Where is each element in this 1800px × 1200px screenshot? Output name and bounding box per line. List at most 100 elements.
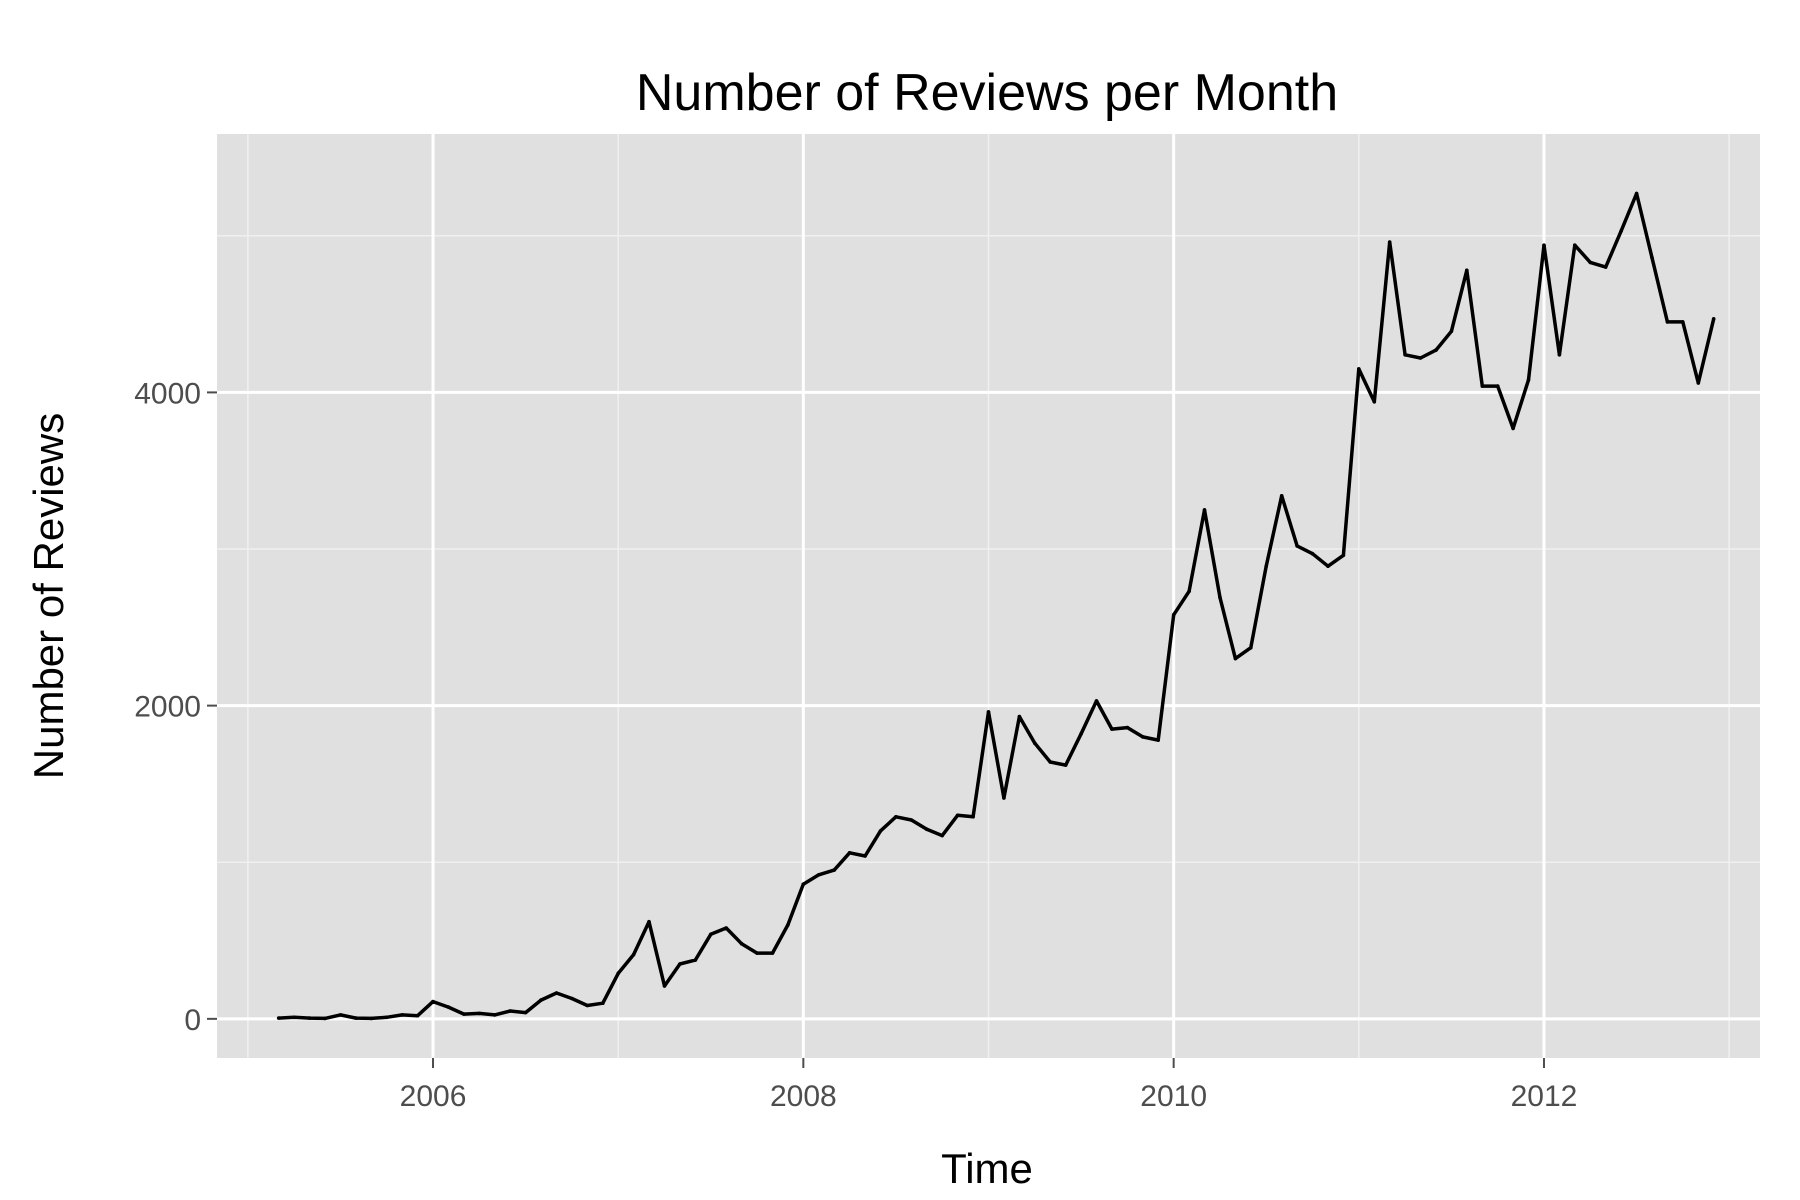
- y-tick-label: 4000: [134, 377, 201, 410]
- data-point: [1619, 229, 1623, 233]
- data-point: [894, 815, 898, 819]
- data-point: [1418, 356, 1423, 360]
- data-point: [1603, 265, 1608, 269]
- x-tick-label: 2006: [400, 1080, 467, 1113]
- data-point: [1511, 426, 1515, 431]
- data-point: [801, 882, 806, 886]
- grid-major-lines: [217, 134, 1760, 1058]
- data-point: [693, 958, 698, 962]
- data-point: [955, 813, 960, 818]
- data-point: [1233, 656, 1238, 661]
- data-point: [925, 827, 929, 832]
- x-tick-label: 2008: [770, 1080, 837, 1113]
- data-point: [1465, 268, 1469, 273]
- data-point: [1017, 714, 1022, 719]
- data-point: [662, 984, 667, 988]
- data-point: [739, 941, 744, 946]
- data-point: [1434, 348, 1438, 352]
- data-point: [492, 1013, 497, 1017]
- data-point: [1033, 741, 1037, 745]
- data-points: [276, 191, 1716, 1021]
- data-point: [631, 952, 636, 957]
- data-point: [1218, 595, 1222, 600]
- x-axis-title: Time: [941, 1145, 1033, 1192]
- data-point: [1542, 243, 1546, 247]
- data-point: [770, 951, 775, 955]
- data-point: [1495, 384, 1500, 388]
- y-tick-label: 0: [184, 1004, 201, 1037]
- data-point: [1557, 353, 1562, 357]
- data-point: [601, 1001, 605, 1005]
- y-axis-title: Number of Reviews: [25, 413, 72, 779]
- data-point: [786, 923, 790, 927]
- data-point: [539, 998, 543, 1002]
- data-point: [755, 951, 759, 955]
- data-point: [1295, 544, 1299, 548]
- grid-minor-lines: [217, 134, 1760, 1058]
- data-point: [585, 1003, 590, 1008]
- data-point: [1326, 564, 1330, 568]
- data-point: [1681, 320, 1685, 324]
- data-point: [616, 971, 620, 976]
- data-point: [431, 999, 435, 1004]
- data-point: [1063, 763, 1068, 767]
- data-point: [384, 1015, 389, 1020]
- x-tick-label: 2012: [1511, 1080, 1578, 1113]
- data-point: [1125, 725, 1130, 730]
- data-point: [1696, 381, 1701, 385]
- data-point: [338, 1013, 343, 1017]
- data-point: [1141, 735, 1145, 739]
- data-point: [1387, 240, 1392, 244]
- data-point: [1202, 508, 1207, 512]
- data-point: [1341, 553, 1346, 558]
- x-axis: 2006 2008 2010 2012: [400, 1058, 1578, 1113]
- x-tick-label: 2010: [1140, 1080, 1207, 1113]
- data-point: [1526, 378, 1531, 382]
- data-point: [1048, 760, 1052, 764]
- data-point: [940, 833, 944, 838]
- data-point: [1249, 645, 1253, 650]
- data-point: [1279, 494, 1284, 498]
- data-point: [477, 1011, 482, 1016]
- data-point: [1264, 564, 1268, 568]
- data-point: [1634, 191, 1639, 196]
- data-point: [1357, 367, 1361, 371]
- chart-title: Number of Reviews per Month: [636, 64, 1338, 122]
- data-point: [323, 1016, 327, 1021]
- data-point: [1110, 727, 1114, 731]
- data-point: [1002, 796, 1006, 800]
- data-point: [647, 919, 651, 924]
- data-point: [863, 854, 867, 858]
- data-point: [1449, 329, 1454, 334]
- data-point: [709, 932, 713, 937]
- data-point: [307, 1016, 312, 1020]
- data-point: [1094, 699, 1099, 703]
- data-point: [986, 710, 991, 714]
- series-line: [278, 191, 1716, 1021]
- data-point: [1711, 317, 1716, 321]
- data-point: [1650, 255, 1654, 260]
- data-point: [446, 1005, 451, 1009]
- data-point: [462, 1012, 466, 1016]
- data-point: [1187, 589, 1191, 594]
- data-point: [1403, 353, 1407, 357]
- data-point: [1573, 243, 1577, 247]
- data-point: [570, 996, 574, 1001]
- data-point: [1665, 320, 1670, 324]
- data-point: [1480, 384, 1485, 388]
- data-point: [817, 873, 821, 877]
- data-point: [523, 1010, 528, 1015]
- data-point: [1310, 551, 1315, 556]
- data-point: [354, 1016, 358, 1020]
- data-point: [1156, 738, 1160, 742]
- data-point: [292, 1015, 296, 1020]
- data-point: [1171, 613, 1176, 617]
- data-point: [276, 1016, 281, 1020]
- y-tick-label: 2000: [134, 691, 201, 724]
- data-point: [369, 1016, 374, 1021]
- data-point: [878, 829, 883, 833]
- data-point: [400, 1013, 405, 1017]
- data-point: [415, 1013, 420, 1018]
- data-point: [1079, 732, 1083, 736]
